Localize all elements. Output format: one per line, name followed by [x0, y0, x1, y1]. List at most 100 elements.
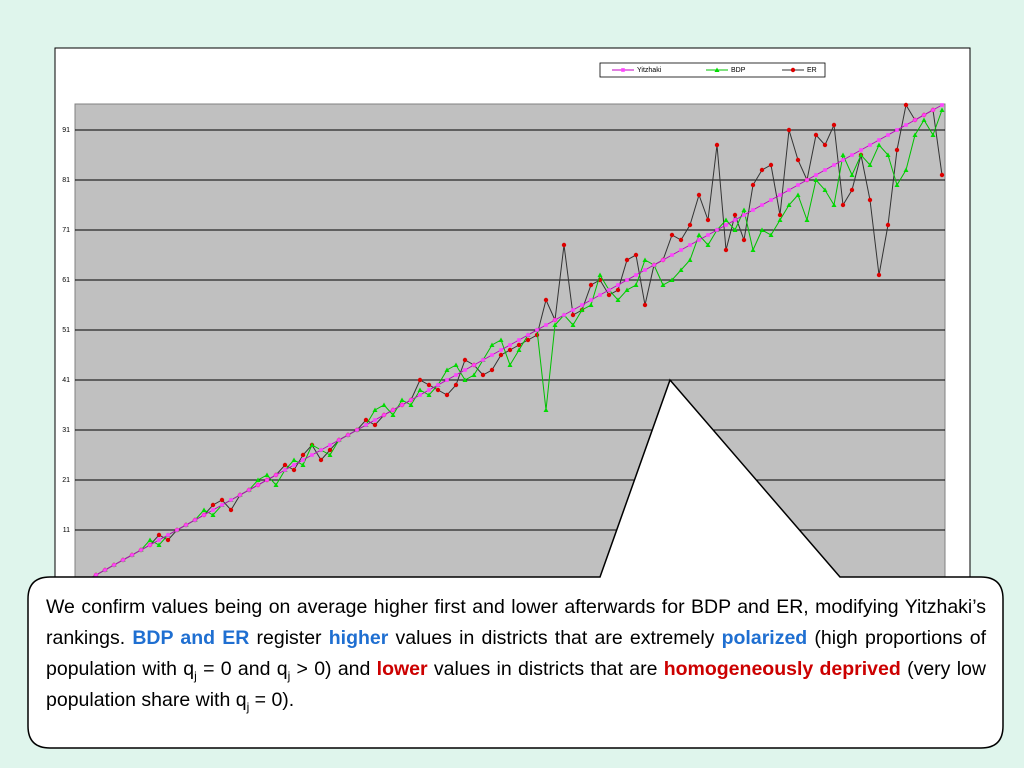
text: values in districts that are extremely: [388, 627, 722, 649]
marker: [885, 152, 891, 157]
legend-label: BDP: [731, 67, 746, 74]
marker: [894, 182, 900, 187]
marker: [921, 117, 927, 122]
text: (high proportions of population with q: [46, 627, 986, 680]
marker: [624, 257, 630, 263]
marker: [202, 513, 206, 517]
marker: [453, 362, 459, 367]
marker: [427, 388, 431, 392]
marker: [463, 368, 467, 372]
marker: [372, 407, 378, 412]
marker: [913, 118, 917, 122]
marker: [850, 153, 854, 157]
marker: [868, 143, 872, 147]
marker: [904, 123, 908, 127]
marker: [247, 488, 251, 492]
legend-marker: [714, 67, 720, 72]
marker: [408, 402, 414, 407]
marker: [256, 483, 260, 487]
marker: [426, 382, 432, 388]
series-line: [86, 103, 943, 581]
marker: [201, 507, 207, 512]
marker: [228, 507, 234, 513]
marker: [130, 553, 134, 557]
marker: [939, 107, 945, 112]
marker: [561, 242, 567, 248]
marker: [516, 347, 522, 352]
marker: [139, 548, 143, 552]
marker: [300, 452, 306, 458]
marker: [876, 142, 882, 147]
marker: [445, 378, 449, 382]
marker: [687, 257, 693, 262]
subscript: j: [287, 668, 291, 683]
y-tick-label: 81: [62, 177, 70, 184]
marker: [634, 273, 638, 277]
marker: [706, 233, 710, 237]
y-tick-label: 31: [62, 427, 70, 434]
text: = 0 and q: [196, 658, 288, 680]
marker: [544, 323, 548, 327]
marker: [832, 163, 836, 167]
marker: [265, 478, 269, 482]
marker: [363, 417, 369, 423]
marker: [490, 353, 494, 357]
marker: [886, 133, 890, 137]
marker: [570, 312, 576, 318]
marker: [472, 363, 476, 367]
marker: [696, 192, 702, 198]
marker: [615, 287, 621, 293]
marker: [462, 377, 468, 382]
marker: [417, 387, 423, 392]
marker: [291, 467, 297, 473]
marker: [318, 457, 324, 463]
marker: [787, 188, 791, 192]
marker: [723, 217, 729, 222]
marker: [543, 407, 549, 412]
marker: [426, 392, 432, 397]
marker: [643, 268, 647, 272]
marker: [715, 228, 719, 232]
marker: [597, 272, 603, 277]
marker: [624, 287, 630, 292]
marker: [679, 248, 683, 252]
y-tick-label: 71: [62, 227, 70, 234]
marker: [939, 172, 945, 178]
y-tick-label: 11: [63, 527, 70, 534]
marker: [255, 477, 261, 482]
marker: [264, 472, 270, 477]
marker: [741, 237, 747, 243]
marker: [795, 192, 801, 197]
highlight: higher: [328, 627, 389, 649]
marker: [831, 202, 837, 207]
marker: [615, 297, 621, 302]
marker: [642, 302, 648, 308]
marker: [499, 348, 503, 352]
subscript: j: [194, 668, 197, 683]
marker: [444, 392, 450, 398]
marker: [184, 523, 188, 527]
marker: [418, 393, 422, 397]
marker: [814, 173, 818, 177]
marker: [669, 232, 675, 238]
marker: [768, 162, 774, 168]
marker: [382, 413, 386, 417]
marker: [462, 357, 468, 363]
marker: [652, 263, 656, 267]
y-tick-label: 41: [62, 377, 70, 384]
y-tick-label: 51: [62, 327, 70, 334]
marker: [768, 232, 774, 237]
highlight: BDP and ER: [132, 627, 250, 649]
marker: [750, 182, 756, 188]
marker: [777, 217, 783, 222]
marker: [760, 203, 764, 207]
marker: [238, 493, 242, 497]
legend-label: Yitzhaki: [637, 67, 662, 74]
marker: [355, 428, 359, 432]
marker: [633, 282, 639, 287]
marker: [607, 288, 611, 292]
marker: [714, 142, 720, 148]
marker: [157, 538, 161, 542]
